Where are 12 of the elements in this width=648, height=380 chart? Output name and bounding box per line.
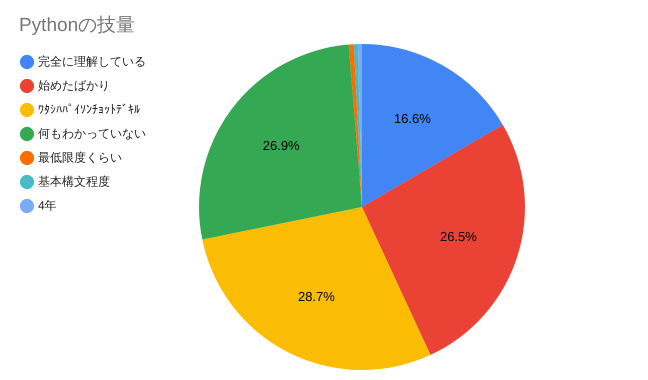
chart-title: Pythonの技量 [18,14,136,38]
data-label: 26.5% [440,228,478,244]
data-label: 16.6% [394,110,432,126]
legend-label: 最低限度くらい [38,150,122,164]
legend-label: 始めたばかり [38,78,110,92]
data-label: 28.7% [298,288,336,304]
legend-label: 基本構文程度 [38,174,110,188]
legend-label: 完全に理解している [38,54,146,68]
legend-label: 何もわかっていない [38,126,146,140]
legend-label: 4年 [38,198,57,212]
data-label: 26.9% [262,138,300,153]
legend-label: ﾜﾀｼﾊﾊﾟｲｿﾝﾁｮｯﾄﾃﾞｷﾙ [38,102,140,116]
